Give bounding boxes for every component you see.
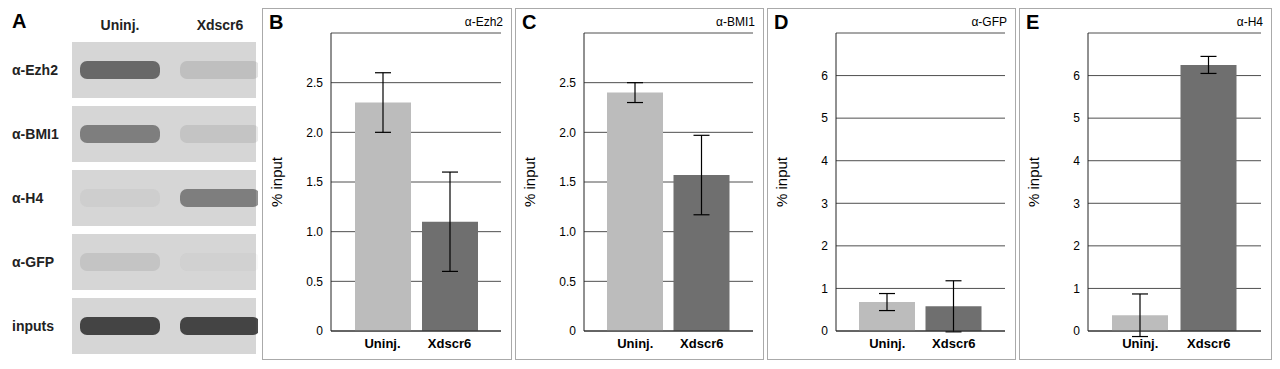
svg-text:Uninj.: Uninj.: [869, 336, 905, 351]
svg-text:2.5: 2.5: [306, 76, 323, 90]
html-text:α-GFP: α-GFP: [971, 15, 1007, 29]
svg-text:Xdscr6: Xdscr6: [197, 17, 244, 33]
svg-text:1: 1: [1073, 282, 1080, 296]
svg-text:0: 0: [569, 324, 576, 338]
svg-text:1.5: 1.5: [306, 175, 323, 189]
html-text:C: C: [522, 11, 537, 33]
svg-text:Xdscr6: Xdscr6: [1187, 336, 1230, 351]
svg-text:% input: % input: [1025, 156, 1042, 207]
svg-text:Uninj.: Uninj.: [101, 17, 140, 33]
svg-text:5: 5: [1073, 111, 1080, 125]
svg-text:1: 1: [821, 282, 828, 296]
svg-text:4: 4: [821, 154, 828, 168]
svg-text:5: 5: [821, 111, 828, 125]
html-text:B: B: [269, 11, 284, 33]
svg-text:6: 6: [1073, 69, 1080, 83]
svg-text:2.0: 2.0: [559, 126, 576, 140]
svg-text:1.0: 1.0: [559, 225, 576, 239]
svg-text:Xdscr6: Xdscr6: [932, 336, 975, 351]
svg-text:α-H4: α-H4: [12, 190, 43, 206]
svg-text:4: 4: [1073, 154, 1080, 168]
svg-text:Uninj.: Uninj.: [364, 336, 400, 351]
svg-text:2.0: 2.0: [306, 126, 323, 140]
svg-text:0.5: 0.5: [306, 275, 323, 289]
svg-text:1.5: 1.5: [559, 175, 576, 189]
svg-text:2: 2: [1073, 239, 1080, 253]
svg-text:Xdscr6: Xdscr6: [428, 336, 471, 351]
svg-text:Uninj.: Uninj.: [617, 336, 653, 351]
svg-text:Xdscr6: Xdscr6: [680, 336, 723, 351]
svg-text:α-BMI1: α-BMI1: [12, 126, 59, 142]
svg-text:0: 0: [1073, 324, 1080, 338]
svg-text:% input: % input: [268, 156, 285, 207]
svg-text:0: 0: [821, 324, 828, 338]
svg-text:3: 3: [821, 197, 828, 211]
html-text:E: E: [1026, 11, 1040, 33]
svg-text:Uninj.: Uninj.: [1122, 336, 1158, 351]
html-text:D: D: [774, 11, 789, 33]
svg-text:% input: % input: [773, 156, 790, 207]
svg-text:3: 3: [1073, 197, 1080, 211]
svg-text:A: A: [12, 10, 26, 32]
svg-text:2: 2: [821, 239, 828, 253]
svg-text:0.5: 0.5: [559, 275, 576, 289]
svg-text:α-GFP: α-GFP: [12, 254, 54, 270]
html-text:α-BMI1: α-BMI1: [716, 15, 755, 29]
svg-text:0: 0: [316, 324, 323, 338]
html-text:α-Ezh2: α-Ezh2: [464, 15, 503, 29]
html-text:α-H4: α-H4: [1236, 15, 1263, 29]
svg-text:inputs: inputs: [12, 318, 54, 334]
svg-text:% input: % input: [521, 156, 538, 207]
svg-text:2.5: 2.5: [559, 76, 576, 90]
svg-text:1.0: 1.0: [306, 225, 323, 239]
svg-text:α-Ezh2: α-Ezh2: [12, 62, 58, 78]
svg-text:6: 6: [821, 69, 828, 83]
